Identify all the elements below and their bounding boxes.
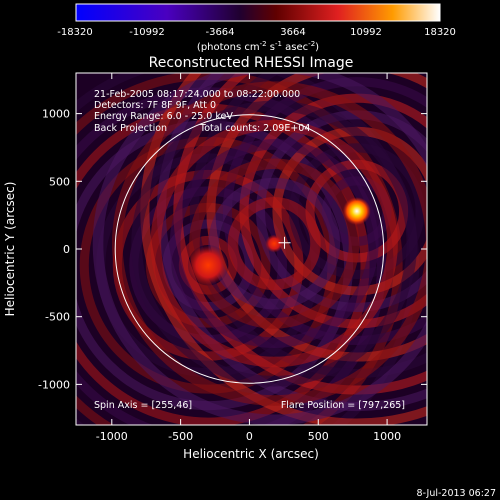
colorbar-ticks: -18320 -10992 -3664 3664 10992 18320	[57, 27, 456, 38]
colorbar-tick-label: 18320	[424, 27, 456, 38]
image-area	[76, 73, 427, 425]
fringe-ring	[112, 81, 427, 406]
emission-sources	[188, 197, 371, 286]
y-axis-ticks: -1000 -500 0 500 1000	[38, 108, 427, 391]
fringe-pattern	[76, 73, 427, 425]
emission-source	[342, 197, 371, 226]
y-tick-label: 0	[63, 243, 70, 256]
total-counts-text: Total counts: 2.09E+04	[199, 123, 310, 134]
x-tick-label: -500	[168, 430, 193, 443]
solar-limb	[114, 114, 385, 384]
x-tick-label: 1000	[373, 430, 401, 443]
x-axis-label: Heliocentric X (arcsec)	[183, 447, 319, 461]
time-range-text: 21-Feb-2005 08:17:24.000 to 08:22:00.000	[94, 89, 300, 100]
y-tick-label: -1000	[38, 378, 70, 391]
y-axis-label: Heliocentric Y (arcsec)	[3, 182, 17, 317]
colorbar-tick-label: -10992	[129, 27, 164, 38]
date-stamp: 8-Jul-2013 06:27	[417, 488, 496, 499]
x-tick-label: -1000	[96, 430, 128, 443]
x-tick-label: 500	[308, 430, 329, 443]
emission-source	[188, 245, 229, 286]
emission-source	[265, 234, 284, 253]
y-tick-label: 1000	[42, 108, 70, 121]
chart-title: Reconstructed RHESSI Image	[149, 55, 354, 71]
spin-axis-text: Spin Axis = [255,46]	[94, 400, 192, 411]
x-tick-label: 0	[246, 430, 253, 443]
colorbar-tick-label: -18320	[57, 27, 92, 38]
colorbar-tick-label: 10992	[350, 27, 382, 38]
fringe-ring	[92, 73, 427, 425]
observation-info: 21-Feb-2005 08:17:24.000 to 08:22:00.000…	[94, 89, 310, 134]
colorbar-tick-label: 3664	[280, 27, 305, 38]
fringe-ring	[150, 119, 398, 368]
fringe-ring	[169, 139, 379, 348]
detectors-text: Detectors: 7F 8F 9F, Att 0	[94, 100, 216, 111]
fringe-ring	[208, 177, 341, 310]
flare-position-text: Flare Position = [797,265]	[281, 400, 405, 411]
energy-range-text: Energy Range: 6.0 - 25.0 keV	[94, 111, 233, 122]
colorbar-tick-label: -3664	[205, 27, 234, 38]
colorbar	[75, 3, 441, 22]
colorbar-units: (photons cm-2 s-1 asec-2)	[197, 40, 319, 53]
y-tick-label: 500	[49, 175, 70, 188]
x-axis-ticks: -1000 -500 0 500 1000	[96, 73, 401, 443]
y-tick-label: -500	[45, 311, 70, 324]
fringe-ring	[227, 196, 321, 291]
method-text: Back Projection	[94, 123, 167, 134]
fringe-ring	[189, 158, 360, 329]
spin-axis-marker	[278, 236, 291, 249]
